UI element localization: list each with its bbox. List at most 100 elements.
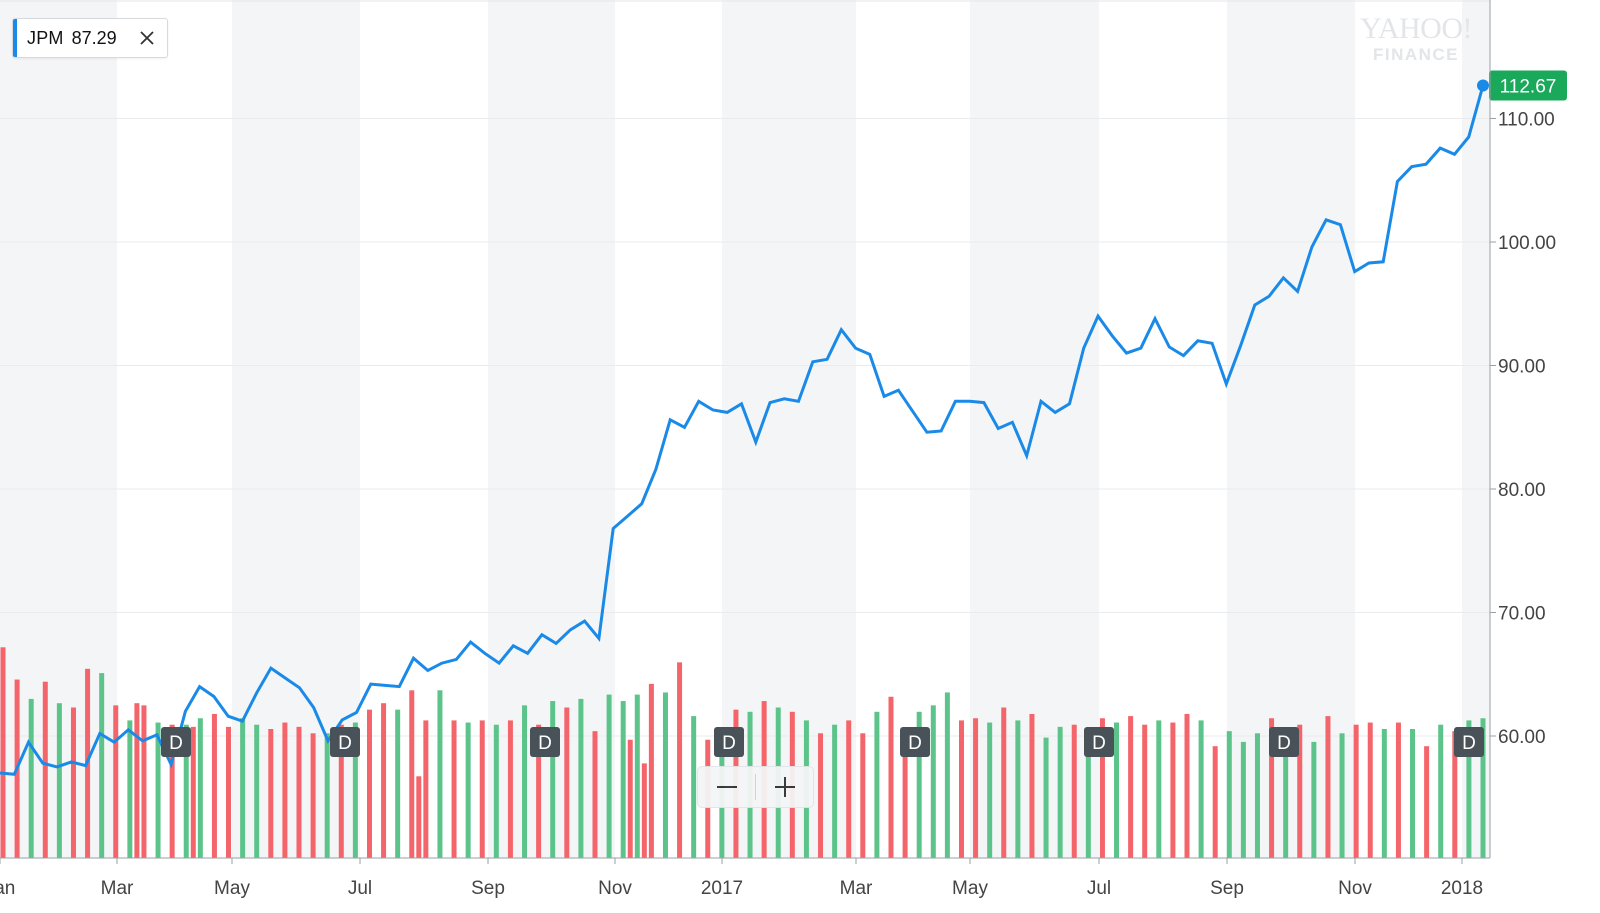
plus-icon [774,777,795,797]
zoom-out-button[interactable] [698,767,755,807]
dividend-marker-label: D [1277,733,1291,754]
volume-bar [536,724,542,858]
volume-bar [860,733,866,858]
volume-bar [423,720,429,858]
volume-bar [1114,722,1120,858]
volume-bar [550,701,556,858]
volume-bar [578,698,584,858]
dividend-marker[interactable] [714,727,744,757]
dividend-marker[interactable] [900,727,930,757]
volume-bar [916,711,922,858]
minus-icon [716,786,737,788]
volume-bar [352,722,358,858]
volume-bar [268,729,274,858]
volume-bar [888,696,894,858]
watermark-line-1: YAHOO! [1360,12,1473,45]
volume-bar [1043,737,1049,858]
gridlines [0,118,1490,737]
volume-bar [677,662,683,858]
volume-bar [211,713,217,858]
dividend-marker-label: D [908,733,922,754]
month-band [232,0,360,858]
volume-bar [113,705,119,858]
last-price-badge [1489,70,1567,101]
volume-bar [1198,720,1204,858]
dividend-marker-label: D [1092,733,1106,754]
volume-bar [1381,729,1387,858]
price-line [0,85,1485,776]
volume-bar [0,647,6,858]
x-tick-label: May [214,878,250,899]
dividend-marker[interactable] [1084,727,1114,757]
volume-bar [1283,729,1289,858]
volume-bar [190,726,196,858]
x-tick-label: Sep [1210,878,1244,899]
dividend-marker-label: D [169,733,183,754]
volume-bar [1184,713,1190,858]
volume-bar [973,718,979,858]
dividend-marker[interactable] [1454,727,1484,757]
volume-bar [56,703,62,858]
volume-bar [1254,733,1260,858]
x-tick-label: May [952,878,988,899]
volume-bar [28,698,34,858]
volume-bar [169,724,175,858]
dividend-marker-label: D [338,733,352,754]
month-band [722,0,856,858]
volume-bar [691,716,697,858]
volume-bar [1395,722,1401,858]
volume-bar [416,776,422,858]
series-color-swatch [13,19,17,57]
volume-bar [1325,716,1331,858]
volume-bar [1410,729,1416,858]
volume-bar [493,724,499,858]
volume-bar [1297,724,1303,858]
x-tick-label: Mar [840,878,873,899]
zoom-in-button[interactable] [756,767,813,807]
dividend-marker-label: D [1462,733,1476,754]
dividend-marker[interactable] [530,727,560,757]
volume-bar [296,726,302,858]
month-band [1462,0,1490,858]
dividend-marker-label: D [722,733,736,754]
volume-bar [641,763,647,858]
dividend-marker[interactable] [1269,727,1299,757]
dividend-marker[interactable] [161,727,191,757]
dividend-marker-label: D [538,733,552,754]
volume-bar [183,724,189,858]
volume-bar [395,709,401,858]
x-tick-label: 2017 [701,878,743,899]
volume-bar [99,673,105,858]
volume-bar [1128,716,1134,858]
x-tick-label: Nov [598,878,632,899]
price-line-layer [0,79,1489,776]
x-tick-label: Sep [471,878,505,899]
volume-bar [1029,713,1035,858]
alternating-month-bands [0,0,1490,858]
volume-bar [902,739,908,858]
volume-bar [1099,718,1105,858]
zoom-control [697,766,814,808]
volume-bar [324,733,330,858]
close-icon[interactable] [137,28,157,48]
x-tick-label: Mar [101,878,134,899]
volume-bar [338,724,344,858]
volume-bar [522,705,528,858]
volume-bar [1085,739,1091,858]
volume-bar [409,690,415,858]
volume-bar [1001,707,1007,858]
volume-bar [141,705,147,858]
volume-bar [1015,720,1021,858]
symbol-label: JPM [27,27,64,48]
volume-bar [479,720,485,858]
dividend-marker[interactable] [330,727,360,757]
volume-bar [226,726,232,858]
last-price-label: 112.67 [1500,77,1557,98]
volume-bar [134,703,140,858]
volume-bar [282,722,288,858]
symbol-chip[interactable]: JPM 87.29 [12,18,168,58]
volume-bar [846,720,852,858]
